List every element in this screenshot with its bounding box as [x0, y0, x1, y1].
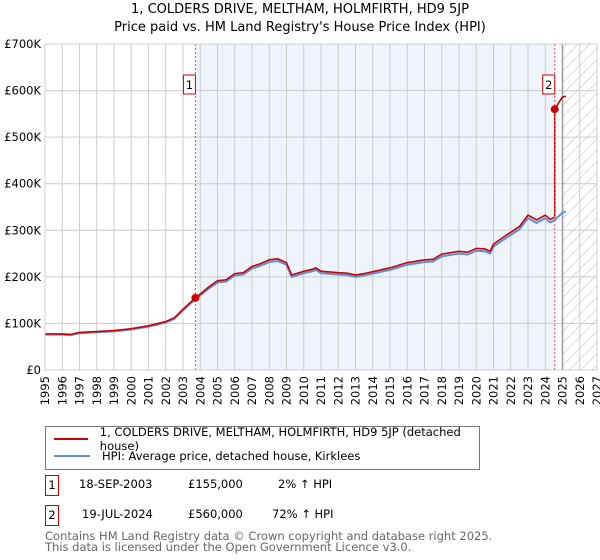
x-tick-label: 2016: [400, 376, 414, 405]
sale-label-box: [542, 74, 556, 95]
x-tick-label: 2019: [452, 376, 466, 405]
x-tick-label: 2012: [331, 376, 345, 405]
y-tick-label: £100K: [4, 316, 41, 330]
x-tick-label: 2008: [262, 376, 276, 405]
chart-subtitle: Price paid vs. HM Land Registry's House …: [114, 20, 486, 35]
sale-label-box: [182, 74, 196, 95]
legend: 1, COLDERS DRIVE, MELTHAM, HOLMFIRTH, HD…: [45, 425, 480, 470]
x-tick-label: 2017: [418, 376, 432, 405]
x-tick-label: 2014: [366, 376, 380, 405]
transaction-price: £560,000: [188, 507, 243, 521]
transaction-date: 19-JUL-2024: [82, 507, 153, 521]
x-tick-label: 2025: [556, 376, 570, 405]
plot-area: 1995 1996 1997 1998 1999 2000 2001 2002 2003 2004…: [4, 37, 600, 405]
shaded-period: [195, 44, 555, 370]
x-tick-label: 2013: [349, 376, 363, 405]
y-tick-label: £0: [26, 363, 41, 377]
transaction-hpi: 72% ↑ HPI: [272, 507, 334, 521]
marker-badge: 2: [45, 505, 59, 526]
sale-point: [550, 105, 559, 114]
x-tick-label: 2007: [245, 376, 259, 405]
x-tick-label: 1996: [55, 376, 69, 405]
x-tick-label: 2006: [228, 376, 242, 405]
footer-line: Contains HM Land Registry data © Crown c…: [45, 529, 493, 543]
y-tick-label: £500K: [4, 130, 41, 144]
x-tick-label: 2005: [211, 376, 225, 405]
legend-swatch-red: [54, 438, 88, 440]
x-tick-label: 2027: [590, 376, 600, 405]
x-tick-label: 2026: [573, 376, 587, 405]
hpi-line: [45, 210, 567, 337]
sale-label: 2: [545, 78, 552, 92]
x-tick-label: 2018: [435, 376, 449, 405]
y-tick-label: £400K: [4, 177, 41, 191]
x-tick-label: 2021: [487, 376, 501, 405]
transaction-row: 1 18-SEP-2003 £155,000 2% ↑ HPI: [45, 475, 545, 496]
x-tick-label: 2024: [538, 376, 552, 405]
footer-line: This data is licensed under the Open Gov…: [45, 540, 412, 554]
x-tick-label: 1999: [107, 376, 121, 405]
transaction-hpi: 2% ↑ HPI: [278, 477, 333, 491]
y-tick-label: £300K: [4, 223, 41, 237]
y-tick-label: £200K: [4, 270, 41, 284]
transaction-price: £155,000: [188, 477, 243, 491]
footer: Contains HM Land Registry data © Crown c…: [45, 529, 493, 554]
x-tick-label: 1998: [90, 376, 104, 405]
y-tick-label: £700K: [4, 37, 41, 51]
x-tick-label: 2010: [297, 376, 311, 405]
property-price-line: [45, 95, 567, 336]
marker-badge: 1: [45, 475, 59, 496]
x-tick-label: 2011: [314, 376, 328, 405]
x-tick-label: 1997: [73, 376, 87, 405]
transaction-row: 2 19-JUL-2024 £560,000 72% ↑ HPI: [45, 505, 545, 526]
x-tick-label: 1995: [38, 376, 52, 405]
legend-swatch-blue: [54, 455, 90, 457]
x-tick-label: 2004: [193, 376, 207, 405]
x-tick-label: 2023: [521, 376, 535, 405]
x-tick-label: 2000: [124, 376, 138, 405]
legend-label-property: 1, COLDERS DRIVE, MELTHAM, HOLMFIRTH, HD…: [99, 425, 461, 453]
x-tick-label: 2022: [504, 376, 518, 405]
x-tick-label: 2002: [159, 376, 173, 405]
x-tick-label: 2015: [383, 376, 397, 405]
sale-label: 1: [186, 78, 193, 92]
y-tick-label: £600K: [4, 84, 41, 98]
x-tick-label: 2020: [469, 376, 483, 405]
transaction-date: 18-SEP-2003: [79, 477, 153, 491]
legend-label-hpi: HPI: Average price, detached house, Kirk…: [102, 449, 361, 463]
x-tick-label: 2001: [142, 376, 156, 405]
chart-title: 1, COLDERS DRIVE, MELTHAM, HOLMFIRTH, HD…: [131, 2, 469, 17]
sale-point: [191, 293, 200, 302]
plot-border: [44, 43, 598, 371]
x-tick-label: 2009: [280, 376, 294, 405]
x-tick-label: 2003: [176, 376, 190, 405]
